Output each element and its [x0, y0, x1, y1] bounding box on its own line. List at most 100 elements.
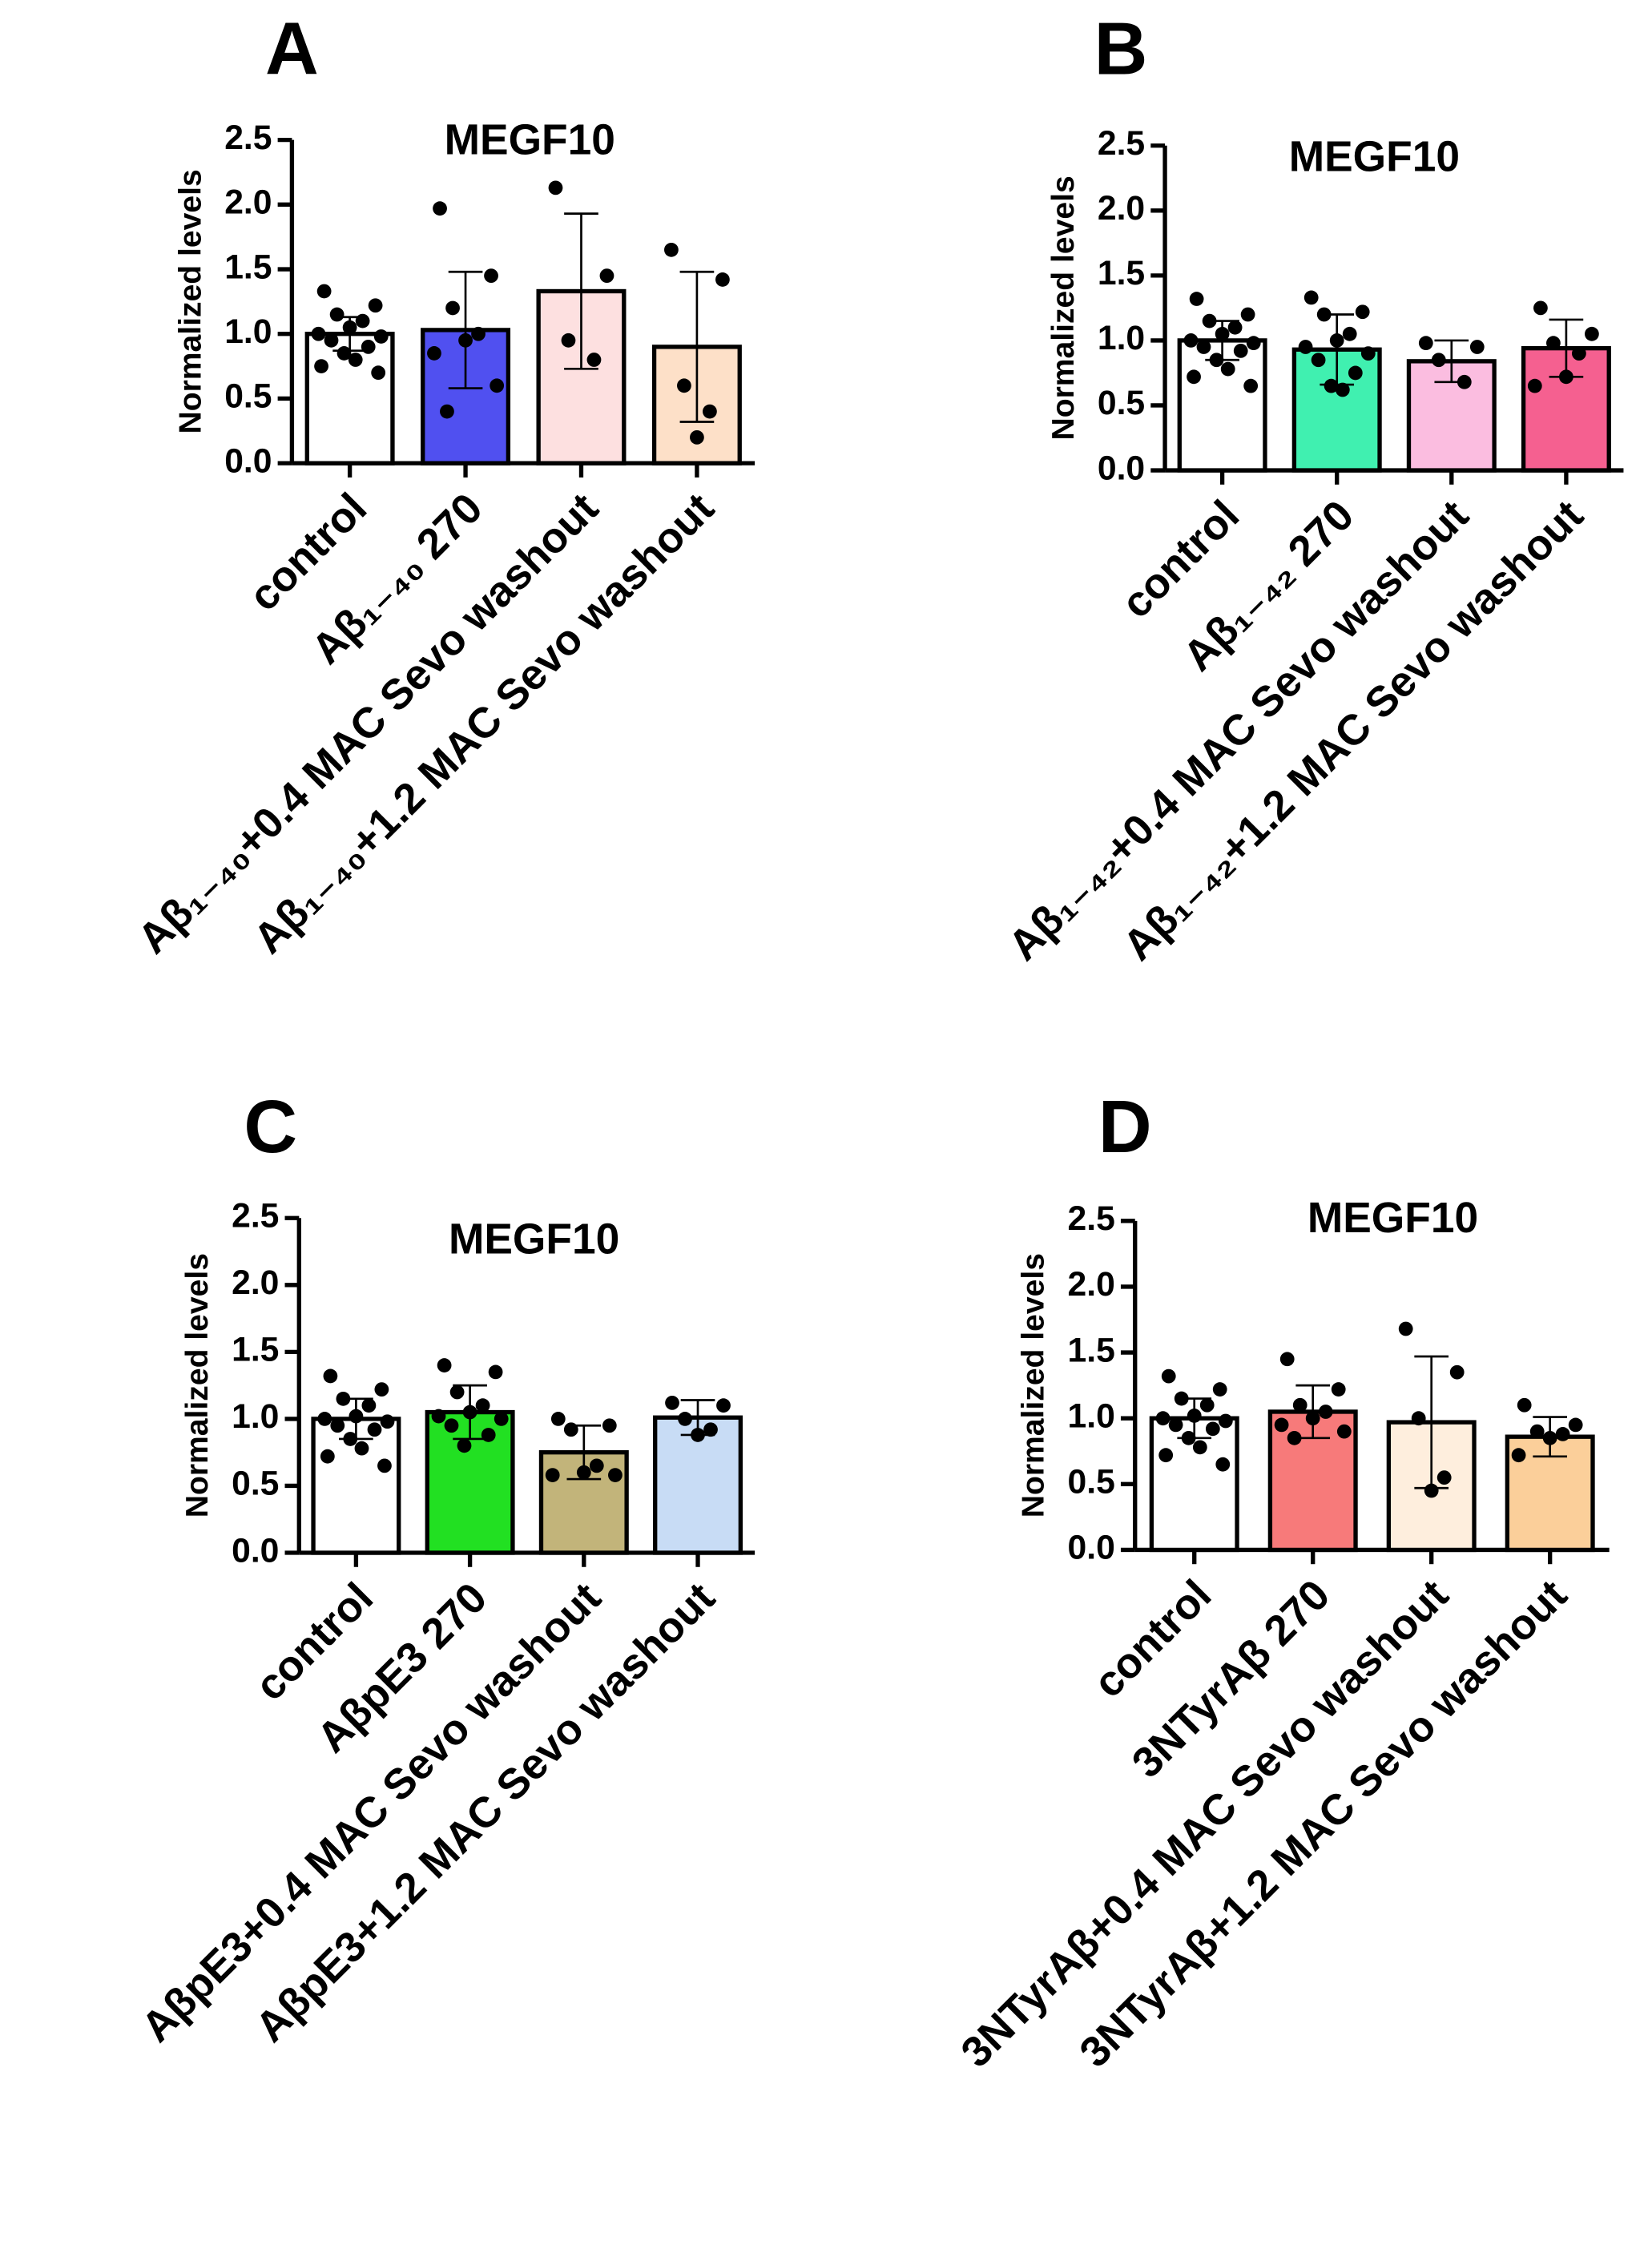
data-point: [1158, 1448, 1174, 1463]
data-point: [1527, 378, 1542, 393]
data-point: [1533, 300, 1548, 316]
data-point: [475, 1398, 490, 1413]
data-point: [1348, 365, 1363, 381]
data-point: [1303, 290, 1319, 305]
y-tick-label: 1.5: [1068, 1331, 1115, 1369]
data-point: [1274, 1417, 1289, 1433]
data-point: [1218, 1413, 1233, 1429]
data-point: [440, 404, 454, 419]
data-point: [323, 1368, 338, 1384]
y-tick-label: 2.0: [1098, 189, 1145, 228]
data-point: [1360, 346, 1376, 361]
data-point: [471, 326, 486, 341]
data-point: [311, 326, 326, 341]
y-tick-label: 2.5: [224, 119, 272, 157]
data-point: [1205, 1421, 1220, 1437]
data-point: [1183, 333, 1199, 348]
y-tick-label: 1.0: [232, 1397, 279, 1436]
y-tick-label: 1.0: [1098, 319, 1145, 357]
data-point: [380, 1414, 395, 1429]
y-tick-label: 1.0: [1068, 1397, 1115, 1435]
panel: D MEGF10 Normalized levels 0.0 0.5 1.0 1.5 2.0 2…: [953, 1085, 1610, 2077]
panel-label: D: [1098, 1085, 1152, 1168]
error-bar: [453, 1384, 487, 1441]
data-point: [324, 333, 339, 348]
data-point: [1431, 353, 1446, 368]
data-point: [602, 1418, 617, 1433]
y-tick-label: 0.0: [224, 441, 272, 480]
data-point: [449, 1385, 465, 1400]
data-point: [361, 339, 376, 354]
data-point: [715, 272, 730, 287]
data-point: [371, 365, 386, 381]
data-point: [490, 378, 505, 393]
y-tick-label: 1.5: [232, 1331, 279, 1369]
y-tick-label: 0.0: [232, 1531, 279, 1570]
data-point: [427, 346, 441, 361]
data-point: [316, 284, 332, 299]
bar: [1406, 359, 1497, 473]
y-tick-label: 1.5: [224, 248, 272, 286]
data-point: [377, 1458, 392, 1473]
data-point: [1449, 1364, 1465, 1380]
data-point: [1555, 1427, 1570, 1441]
y-tick-label: 2.5: [1098, 124, 1145, 163]
panel: B MEGF10 Normalized levels 0.0 0.5 1.0 1.5 2.0 2…: [1000, 6, 1624, 969]
y-tick-label: 0.0: [1068, 1529, 1115, 1567]
data-point: [329, 307, 345, 322]
x-tick-label: 3NTyrAβ+0.4 MAC Sevo washout: [953, 1571, 1458, 2077]
data-point: [586, 353, 602, 367]
data-point: [589, 1458, 604, 1473]
data-point: [1189, 292, 1204, 306]
data-point: [314, 359, 328, 373]
y-tick-label: 2.0: [224, 183, 272, 222]
data-point: [1168, 1417, 1183, 1433]
y-axis-label: Normalized levels: [1017, 1253, 1051, 1518]
data-point: [1324, 378, 1339, 393]
y-axis-label: Normalized levels: [1046, 175, 1081, 440]
error-bar: [1549, 318, 1584, 378]
data-point: [1233, 343, 1248, 358]
error-bar: [1414, 1355, 1449, 1489]
panel: A MEGF10 Normalized levels 0.0 0.5 1.0 1.5 2.0 2…: [129, 6, 755, 963]
data-point: [437, 1358, 452, 1372]
data-point: [1568, 1417, 1583, 1433]
error-bar: [1177, 1397, 1212, 1440]
data-point: [445, 300, 460, 316]
y-tick-label: 1.5: [1098, 254, 1145, 292]
data-point: [1187, 369, 1201, 385]
data-point: [484, 268, 498, 283]
data-point: [1336, 1424, 1352, 1439]
data-point: [1342, 326, 1357, 341]
data-point: [1298, 340, 1313, 354]
data-point: [317, 1412, 332, 1426]
y-tick-label: 2.5: [232, 1197, 279, 1235]
data-point: [1227, 320, 1243, 335]
data-point: [444, 1418, 459, 1433]
y-tick-label: 0.5: [224, 377, 272, 416]
data-point: [1192, 1440, 1207, 1455]
error-bar: [1320, 313, 1355, 386]
data-point: [561, 333, 576, 348]
data-point: [1212, 1382, 1227, 1397]
data-point: [1418, 336, 1433, 351]
data-point: [354, 1441, 369, 1456]
data-point: [1355, 304, 1370, 320]
data-point: [1220, 361, 1235, 377]
error-bar: [332, 316, 367, 353]
data-point: [1585, 326, 1599, 341]
y-tick-label: 2.0: [232, 1264, 279, 1302]
data-point: [1572, 346, 1586, 361]
data-point: [1287, 1430, 1302, 1445]
data-point: [361, 1398, 377, 1413]
data-point: [703, 404, 717, 419]
data-point: [1311, 353, 1326, 368]
data-point: [703, 1422, 718, 1437]
error-bar: [1295, 1384, 1331, 1440]
data-point: [433, 201, 447, 216]
data-point: [373, 329, 389, 344]
data-point: [368, 298, 383, 313]
x-tick-label: AβpE3+0.4 MAC Sevo washout: [133, 1574, 610, 2051]
chart-title: MEGF10: [1289, 134, 1460, 181]
